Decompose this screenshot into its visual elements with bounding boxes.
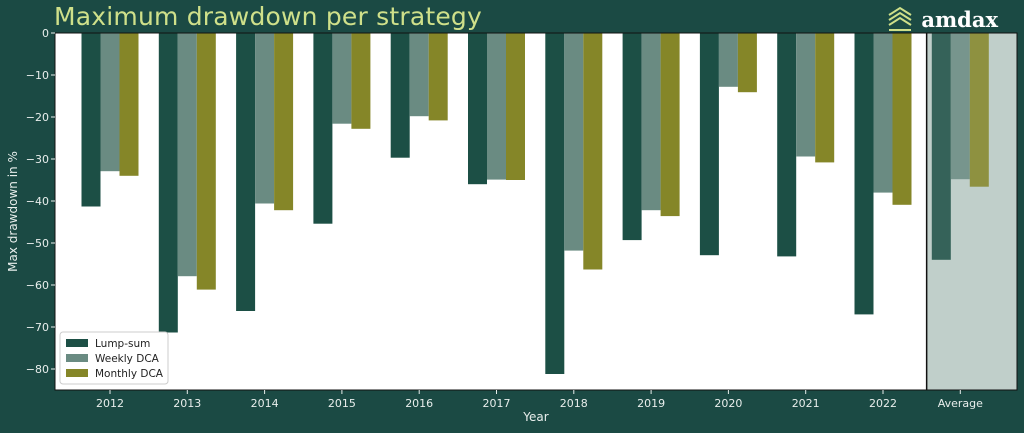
bar-weekly-dca-2022 [873, 33, 893, 193]
x-tick-label: 2022 [869, 397, 897, 410]
bar-weekly-dca-2017 [487, 33, 506, 180]
y-tick-label: −40 [26, 195, 49, 208]
bar-lump-sum-2017 [468, 33, 487, 185]
x-tick-label: 2017 [483, 397, 511, 410]
bar-weekly-dca-2021 [796, 33, 816, 157]
y-tick-label: −70 [26, 321, 49, 334]
x-tick-label: 2012 [96, 397, 124, 410]
bar-weekly-dca-2018 [564, 33, 584, 251]
x-tick-label: 2014 [251, 397, 279, 410]
x-tick-label: 2018 [560, 397, 588, 410]
bar-weekly-dca-2015 [332, 33, 352, 124]
x-tick-label: Average [938, 397, 983, 410]
bar-monthly-dca-2012 [119, 33, 139, 176]
bar-lump-sum-2014 [236, 33, 256, 311]
legend-swatch [66, 354, 88, 362]
bar-lump-sum-2013 [158, 33, 178, 333]
bar-weekly-dca-2014 [255, 33, 275, 204]
y-tick-label: −80 [26, 363, 49, 376]
bar-weekly-dca-average [950, 33, 970, 180]
brand-name: amdax [921, 6, 998, 32]
y-tick-label: −30 [26, 153, 49, 166]
bar-weekly-dca-2013 [177, 33, 197, 277]
bar-lump-sum-2015 [313, 33, 333, 224]
bar-lump-sum-2020 [699, 33, 719, 256]
y-tick-label: −10 [26, 69, 49, 82]
brand-logo: amdax [887, 4, 998, 34]
bar-monthly-dca-2021 [815, 33, 835, 163]
y-tick-label: −50 [26, 237, 49, 250]
bar-weekly-dca-2016 [409, 33, 429, 117]
bar-monthly-dca-2018 [583, 33, 603, 270]
bar-monthly-dca-2017 [506, 33, 525, 180]
bar-weekly-dca-2012 [100, 33, 120, 172]
x-axis-label: Year [522, 410, 548, 424]
y-tick-label: −20 [26, 111, 49, 124]
bar-monthly-dca-2013 [196, 33, 216, 290]
x-tick-label: 2021 [792, 397, 820, 410]
bar-lump-sum-2019 [622, 33, 642, 241]
legend-label: Lump-sum [95, 338, 150, 350]
bar-monthly-dca-2019 [660, 33, 680, 217]
legend-label: Monthly DCA [95, 368, 164, 380]
bar-weekly-dca-2020 [718, 33, 738, 87]
amdax-logo-icon [888, 6, 912, 31]
plot-border [54, 32, 1018, 391]
bar-monthly-dca-2022 [892, 33, 912, 205]
y-axis-label: Max drawdown in % [6, 151, 20, 272]
bar-monthly-dca-2020 [737, 33, 757, 93]
x-tick-label: 2016 [405, 397, 433, 410]
bar-lump-sum-average [931, 33, 951, 260]
bar-lump-sum-2021 [777, 33, 797, 257]
x-tick-label: 2019 [637, 397, 665, 410]
y-tick-label: 0 [42, 27, 49, 40]
legend-swatch [66, 339, 88, 347]
bar-monthly-dca-average [969, 33, 989, 187]
bar-monthly-dca-2014 [274, 33, 294, 211]
bar-lump-sum-2022 [854, 33, 874, 315]
chart-title: Maximum drawdown per strategy [54, 2, 482, 31]
legend-label: Weekly DCA [95, 353, 160, 365]
bar-monthly-dca-2016 [428, 33, 448, 121]
bar-monthly-dca-2015 [351, 33, 371, 129]
x-tick-label: 2020 [714, 397, 742, 410]
x-tick-label: 2015 [328, 397, 356, 410]
bar-lump-sum-2012 [81, 33, 101, 207]
bar-weekly-dca-2019 [641, 33, 661, 211]
legend-swatch [66, 369, 88, 377]
bar-lump-sum-2018 [545, 33, 565, 374]
bar-lump-sum-2016 [390, 33, 410, 158]
y-tick-label: −60 [26, 279, 49, 292]
x-tick-label: 2013 [173, 397, 201, 410]
